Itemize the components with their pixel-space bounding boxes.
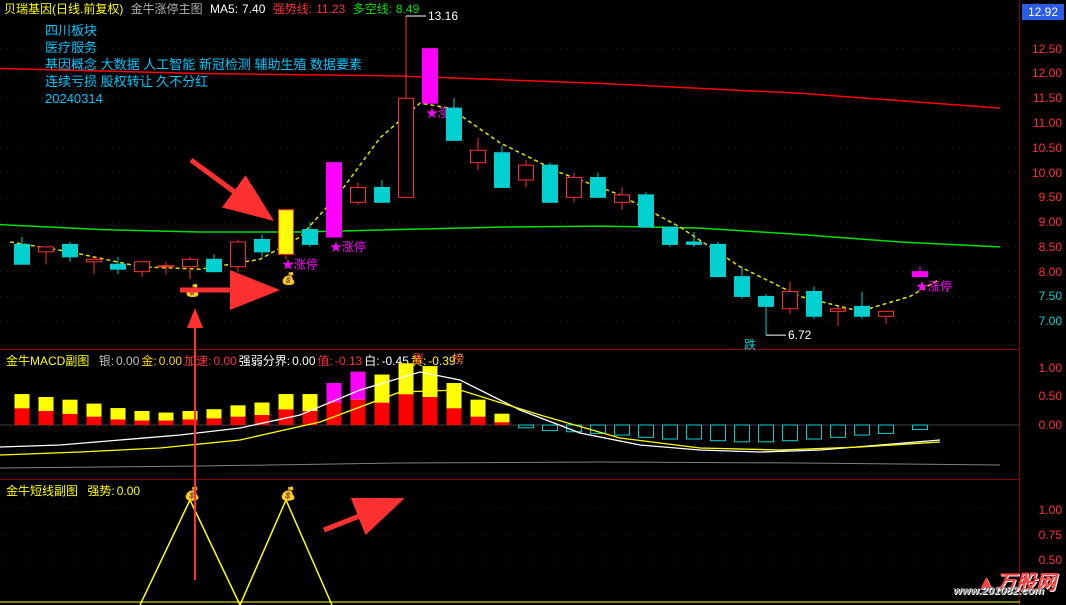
ytick: 12.50	[1032, 43, 1062, 55]
ytick: 0.75	[1039, 529, 1062, 541]
ytick: 0.00	[1039, 419, 1062, 431]
svg-text:★涨停: ★涨停	[330, 239, 366, 254]
y-axis-main: 12.50 12.00 11.50 11.00 10.50 10.00 9.50 9.00 8.…	[1020, 0, 1066, 350]
svg-text:★涨停: ★涨停	[282, 256, 318, 271]
svg-text:★涨停: ★涨停	[916, 279, 952, 294]
watermark-url: www.201082.com	[953, 585, 1044, 597]
macd-svg	[0, 350, 1020, 480]
ytick: 9.50	[1039, 191, 1062, 203]
watermark-logo: ▲万股网 www.201082.com	[976, 566, 1056, 595]
ytick: 0.50	[1039, 390, 1062, 402]
ytick: 8.50	[1039, 241, 1062, 253]
main-chart-svg: 💰★涨停💰★涨停13.16★涨停6.72跌★涨停	[0, 0, 1020, 350]
ytick: 9.00	[1039, 216, 1062, 228]
ytick: 11.50	[1033, 92, 1062, 104]
ytick: 7.50	[1039, 290, 1062, 302]
y-axis-macd: 1.00 0.50 0.00	[1020, 350, 1066, 480]
ytick: 12.00	[1032, 67, 1062, 79]
price-badge: 12.92	[1022, 4, 1064, 20]
ytick: 10.00	[1032, 167, 1062, 179]
ytick: 7.00	[1039, 315, 1062, 327]
ytick: 1.00	[1039, 362, 1062, 374]
svg-text:6.72: 6.72	[788, 328, 812, 342]
ytick: 11.00	[1033, 117, 1062, 129]
bottom-chart[interactable]: 金牛短线副图 强势:0.00 💰💰	[0, 480, 1020, 605]
main-chart[interactable]: 💰★涨停💰★涨停13.16★涨停6.72跌★涨停	[0, 0, 1020, 350]
ytick: 8.00	[1039, 266, 1062, 278]
svg-text:💰: 💰	[280, 486, 296, 502]
ytick: 0.50	[1039, 554, 1062, 566]
macd-chart[interactable]: 金牛MACD副图 银:0.00金:0.00加速:0.00强弱分界:0.00值:-…	[0, 350, 1020, 480]
bottom-svg: 💰💰	[0, 480, 1020, 605]
svg-text:💰: 💰	[281, 271, 296, 285]
ytick: 10.50	[1032, 142, 1062, 154]
svg-text:💰: 💰	[184, 486, 200, 502]
svg-text:13.16: 13.16	[428, 9, 458, 23]
ytick: 1.00	[1039, 504, 1062, 516]
svg-text:💰: 💰	[185, 284, 200, 298]
svg-text:跌: 跌	[744, 337, 756, 350]
